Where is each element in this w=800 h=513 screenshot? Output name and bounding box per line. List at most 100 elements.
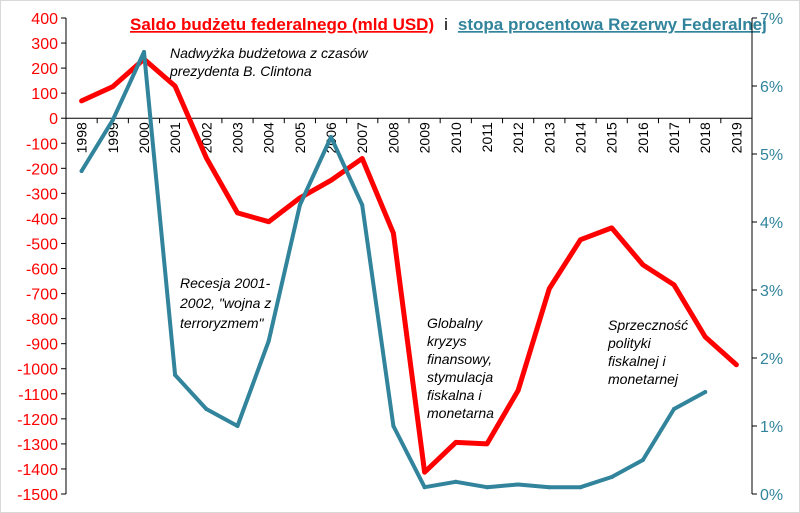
- point-fed-rate: [142, 50, 146, 54]
- point-budget-balance: [453, 440, 458, 445]
- title-separator: i: [444, 15, 448, 34]
- point-fed-rate: [110, 118, 115, 122]
- point-fed-rate: [609, 475, 614, 479]
- annotation-line: monetarnej: [608, 371, 679, 387]
- x-tick-label: 2000: [136, 122, 152, 153]
- x-tick-label: 2017: [666, 122, 682, 153]
- point-budget-balance: [703, 334, 708, 339]
- point-budget-balance: [110, 84, 115, 89]
- point-fed-rate: [453, 479, 458, 484]
- annotation-line: Globalny: [427, 315, 483, 331]
- annotation-line: prezydenta B. Clintona: [169, 63, 312, 79]
- x-tick-label: 2014: [573, 122, 589, 153]
- point-fed-rate: [703, 390, 708, 394]
- point-fed-rate: [578, 485, 583, 490]
- x-tick-label: 1998: [74, 122, 90, 153]
- x-tick-label: 2015: [604, 122, 620, 153]
- left-tick-label: 100: [31, 86, 58, 103]
- left-tick-label: -600: [26, 262, 58, 279]
- point-budget-balance: [422, 470, 427, 475]
- point-fed-rate: [516, 482, 521, 487]
- left-tick-label: -1100: [18, 387, 58, 404]
- x-tick-label: 2001: [167, 122, 183, 153]
- x-tick-label: 2005: [292, 122, 308, 153]
- right-tick-label: 3%: [760, 283, 783, 300]
- annotation-line: terroryzmem": [180, 315, 265, 331]
- annotation-recession-2001: Recesja 2001- 2002, "wojna z terroryzmem": [179, 275, 271, 331]
- point-budget-balance: [516, 388, 521, 393]
- x-tick-label: 2013: [541, 122, 557, 153]
- annotation-text: Recesja 2001- 2002, "wojna z terroryzmem": [179, 275, 271, 331]
- point-budget-balance: [204, 155, 209, 160]
- point-budget-balance: [79, 98, 84, 103]
- x-tick-label: 2012: [510, 122, 526, 153]
- point-budget-balance: [173, 84, 178, 89]
- point-fed-rate: [173, 373, 178, 377]
- title-budget: Saldo budżetu federalnego (mld USD): [130, 15, 434, 34]
- left-tick-label: -100: [26, 136, 58, 153]
- point-budget-balance: [360, 156, 365, 161]
- left-tick-label: -1400: [17, 462, 58, 479]
- point-fed-rate: [235, 424, 240, 428]
- annotation-global-crisis: Globalny kryzys finansowy, stymulacja fiskal…: [427, 315, 494, 421]
- annotation-line: fiskalnej i: [608, 353, 666, 369]
- x-tick-label: 2011: [479, 122, 495, 152]
- right-tick-label: 0%: [760, 487, 783, 504]
- point-budget-balance: [391, 231, 396, 236]
- left-tick-label: -900: [26, 337, 58, 354]
- point-budget-balance: [266, 219, 271, 224]
- annotation-line: stymulacja: [427, 369, 493, 385]
- point-budget-balance: [485, 441, 489, 446]
- x-tick-label: 2010: [448, 122, 464, 153]
- left-tick-label: -300: [26, 186, 58, 203]
- right-tick-label: 7%: [760, 11, 783, 28]
- point-fed-rate: [79, 169, 84, 173]
- right-tick-label: 2%: [760, 351, 783, 368]
- point-fed-rate: [391, 424, 396, 428]
- point-budget-balance: [547, 286, 552, 291]
- point-budget-balance: [329, 178, 333, 183]
- series-line-budget-balance: [79, 56, 739, 475]
- annotation-line: fiskalna i: [427, 387, 482, 403]
- axes-layer: 400 300 200 100 0 -100 -200 -300 -400 -500 -600 -70…: [17, 11, 783, 504]
- annotation-clinton-surplus: Nadwyżka budżetowa z czasów prezydenta B.…: [169, 45, 369, 79]
- annotation-line: Sprzeczność: [608, 317, 688, 333]
- annotation-text: Nadwyżka budżetowa z czasów prezydenta B.…: [169, 45, 369, 79]
- right-tick-label: 4%: [760, 215, 783, 232]
- annotation-line: polityki: [607, 335, 652, 351]
- annotation-line: kryzys: [427, 333, 467, 349]
- left-tick-label: -1300: [17, 437, 58, 454]
- left-tick-label: -200: [26, 161, 58, 178]
- point-fed-rate: [672, 407, 676, 411]
- annotation-line: finansowy,: [427, 351, 492, 367]
- point-fed-rate: [204, 407, 209, 411]
- left-tick-label: 0: [49, 111, 58, 128]
- point-budget-balance: [672, 282, 676, 287]
- left-tick-label: -400: [26, 211, 58, 228]
- point-fed-rate: [329, 135, 333, 139]
- point-fed-rate: [360, 203, 365, 207]
- annotation-line: Nadwyżka budżetowa z czasów: [170, 45, 369, 61]
- title-fed-rate: stopa procentowa Rezerwy Federalnej: [458, 15, 767, 34]
- point-budget-balance: [734, 362, 739, 367]
- right-tick-label: 6%: [760, 79, 783, 96]
- point-fed-rate: [485, 485, 489, 490]
- left-tick-label: -800: [26, 312, 58, 329]
- left-tick-label: 200: [31, 61, 58, 78]
- point-fed-rate: [640, 458, 645, 462]
- point-budget-balance: [609, 225, 614, 230]
- x-tick-label: 2018: [697, 122, 713, 153]
- chart-title: Saldo budżetu federalnego (mld USD) i st…: [130, 15, 767, 34]
- x-tick-label: 2016: [635, 122, 651, 153]
- x-tick-label: 2007: [354, 122, 370, 153]
- x-tick-label: 2003: [230, 122, 246, 153]
- x-tick-label: 2008: [385, 122, 401, 153]
- point-budget-balance: [578, 237, 583, 242]
- left-tick-label: -500: [26, 236, 58, 253]
- annotation-line: monetarna: [427, 405, 494, 421]
- annotation-text: Globalny kryzys finansowy, stymulacja fiskal…: [427, 315, 494, 421]
- left-tick-label: 400: [31, 11, 58, 28]
- left-tick-label: -1000: [17, 362, 58, 379]
- annotation-line: Recesja 2001-: [180, 275, 271, 291]
